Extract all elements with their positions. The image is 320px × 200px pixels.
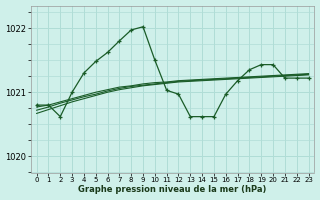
X-axis label: Graphe pression niveau de la mer (hPa): Graphe pression niveau de la mer (hPa)	[78, 185, 267, 194]
